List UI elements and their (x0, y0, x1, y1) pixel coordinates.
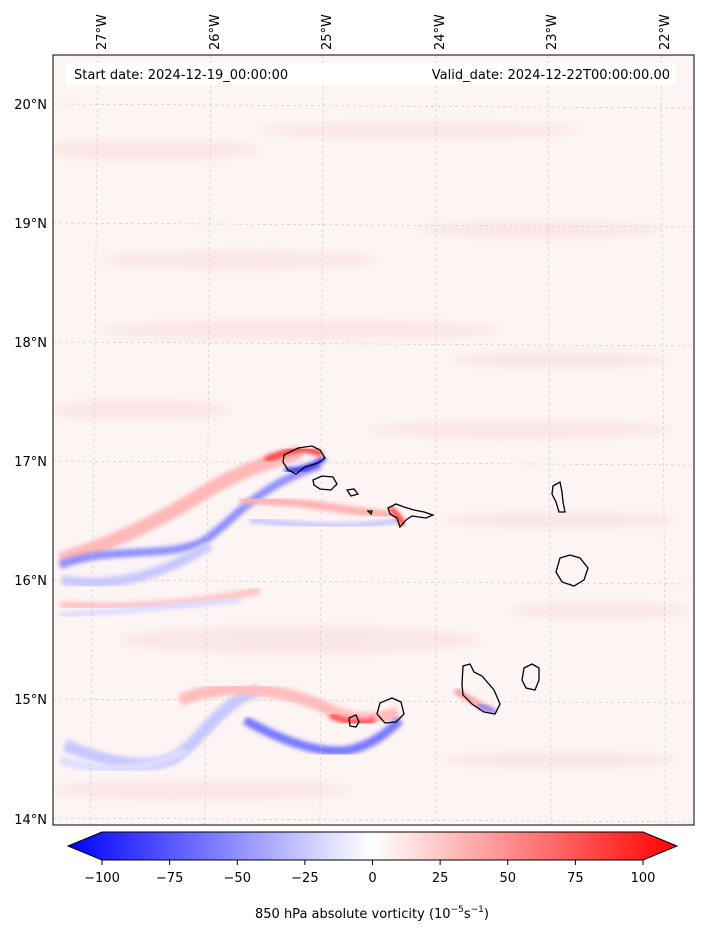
colorbar-tick-label: 50 (499, 871, 516, 886)
lat-label-20n: 20°N (14, 98, 47, 113)
lon-label-22w: 22°W (658, 14, 673, 50)
valid-date-label: Valid_date: 2024-12-22T00:00:00.00 (432, 68, 670, 83)
lon-label-24w: 24°W (433, 14, 448, 50)
southern-wake (58, 683, 497, 773)
island-sao-nicolau (387, 503, 435, 529)
island-maio (521, 663, 540, 691)
island-brava (348, 714, 360, 728)
lon-label-25w: 25°W (320, 14, 335, 50)
start-date-label: Start date: 2024-12-19_00:00:00 (74, 68, 288, 83)
colorbar-tick-label: −100 (84, 871, 120, 886)
map-frame (52, 54, 695, 826)
colorbar-tick-label: 100 (631, 871, 656, 886)
lat-label-17n: 17°N (14, 455, 47, 470)
coastlines (282, 445, 589, 728)
lat-label-19n: 19°N (14, 217, 47, 232)
island-santa-luzia (345, 488, 360, 497)
background-bands (53, 122, 690, 800)
colorbar-tick-label: −50 (224, 871, 251, 886)
colorbar-tick-label: −75 (156, 871, 183, 886)
lat-label-16n: 16°N (14, 574, 47, 589)
lat-label-14n: 14°N (14, 813, 47, 828)
lon-label-26w: 26°W (208, 14, 223, 50)
lon-label-27w: 27°W (95, 14, 110, 50)
lat-label-18n: 18°N (14, 336, 47, 351)
colorbar-ticks: −100 −75 −50 −25 0 25 50 75 100 (84, 860, 655, 886)
map-background (53, 55, 694, 825)
colorbar-label: 850 hPa absolute vorticity (10−5s−1) (255, 905, 489, 922)
longitude-labels: 27°W 26°W 25°W 24°W 23°W 22°W (95, 14, 673, 50)
lat-label-15n: 15°N (14, 693, 47, 708)
graticule (52, 54, 695, 826)
island-santo-antao (282, 445, 326, 475)
island-boa-vista (555, 554, 589, 587)
lon-label-23w: 23°W (545, 14, 560, 50)
date-header-background (66, 63, 676, 85)
island-santiago (461, 663, 501, 715)
colorbar: −100 −75 −50 −25 0 25 50 75 100 850 hPa absolute… (66, 831, 679, 922)
island-branco (366, 510, 373, 516)
island-sal (551, 480, 566, 513)
date-header: Start date: 2024-12-19_00:00:00 Valid_da… (66, 63, 676, 85)
island-fogo (376, 697, 405, 724)
vorticity-field (53, 122, 690, 800)
island-sao-vicente (312, 475, 338, 491)
colorbar-tick-label: −25 (291, 871, 318, 886)
colorbar-tick-label: 75 (567, 871, 584, 886)
colorbar-tick-label: 0 (368, 871, 376, 886)
colorbar-tick-label: 25 (432, 871, 449, 886)
colorbar-bar (66, 831, 679, 861)
map-panel (52, 54, 695, 826)
latitude-labels: 20°N 19°N 18°N 17°N 16°N 15°N 14°N (14, 98, 47, 828)
